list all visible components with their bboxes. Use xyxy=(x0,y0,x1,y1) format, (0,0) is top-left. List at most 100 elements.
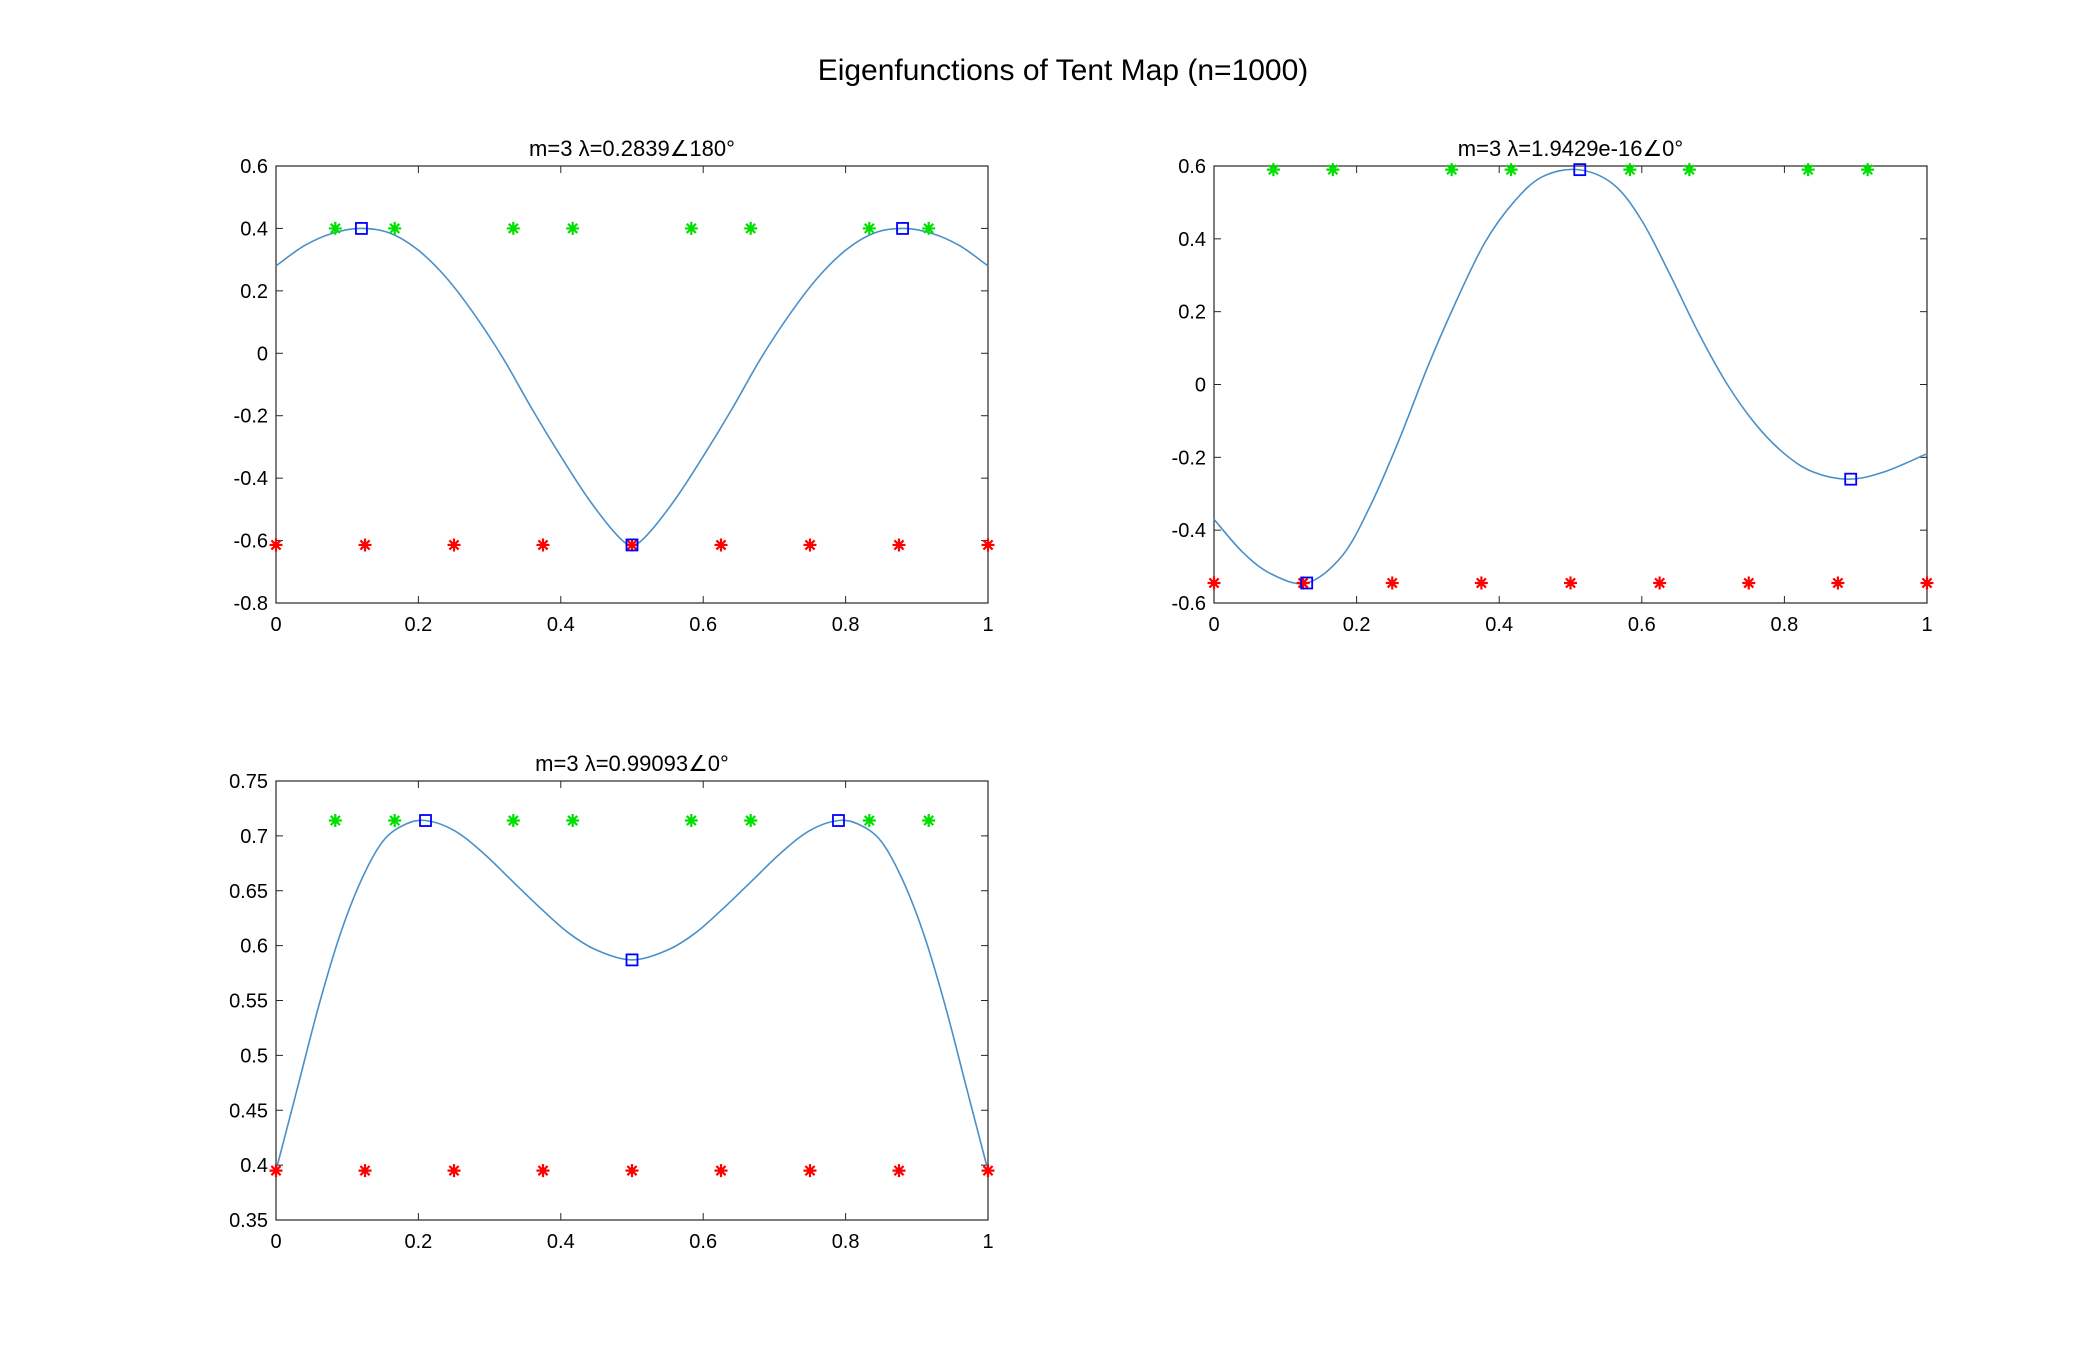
y-tick-label: 0.6 xyxy=(240,156,268,178)
y-tick-label: 0.4 xyxy=(240,218,268,240)
red-star-marker xyxy=(1564,576,1577,590)
subplot-1: m=3 λ=0.2839∠180° 0 0.2 0.4 0.6 0.8 1 -0.8 -0.6 -… xyxy=(234,136,995,636)
green-star-marker xyxy=(566,221,580,235)
subplot-title: m=3 λ=0.99093∠0° xyxy=(535,751,729,776)
green-star-marker xyxy=(1326,163,1340,177)
red-star-marker xyxy=(1920,576,1934,590)
red-star-marker xyxy=(803,538,817,552)
red-star-marker xyxy=(447,1164,461,1178)
red-star-marker xyxy=(1474,576,1488,590)
red-star-marker xyxy=(1385,576,1399,590)
green-star-marker xyxy=(1445,163,1459,177)
y-tick-label: 0 xyxy=(1195,375,1206,397)
subplot-title: m=3 λ=0.2839∠180° xyxy=(529,136,735,161)
x-tick-label: 0 xyxy=(270,1231,281,1253)
green-star-marker xyxy=(744,221,758,235)
x-tick-label: 0.4 xyxy=(1485,614,1513,636)
blue-square-marker xyxy=(1300,576,1314,590)
blue-square-marker xyxy=(896,222,909,235)
red-star-marker xyxy=(714,1164,728,1178)
y-tick-label: 0.75 xyxy=(229,771,268,793)
x-tick-label: 0.6 xyxy=(689,1231,717,1253)
blue-square-marker xyxy=(625,538,639,552)
x-tick-label: 0.8 xyxy=(832,1231,860,1253)
red-star-marker xyxy=(625,1164,639,1178)
red-star-marker xyxy=(981,1164,995,1178)
green-star-marker xyxy=(506,814,520,828)
y-tick-label: 0.65 xyxy=(229,881,268,903)
y-tick-label: 0.45 xyxy=(229,1100,268,1122)
eigenfunction-line xyxy=(275,819,989,1171)
green-star-marker xyxy=(388,814,402,828)
y-tick-label: 0 xyxy=(257,343,268,365)
blue-square-marker xyxy=(1573,163,1587,177)
green-star-marker xyxy=(1504,163,1518,177)
y-tick-label: -0.4 xyxy=(1172,520,1206,542)
y-tick-label: -0.2 xyxy=(1172,447,1206,469)
green-star-marker xyxy=(328,814,342,828)
y-tick-label: 0.4 xyxy=(240,1155,268,1177)
y-tick-label: 0.2 xyxy=(240,281,268,303)
red-star-marker xyxy=(1207,576,1221,590)
y-tick-label: 0.2 xyxy=(1178,302,1206,324)
red-star-marker xyxy=(892,538,906,552)
eigenfunction-line xyxy=(1213,168,1928,585)
subplot-title: m=3 λ=1.9429e-16∠0° xyxy=(1458,136,1683,161)
red-star-marker xyxy=(1653,576,1667,590)
green-star-marker xyxy=(922,814,936,828)
y-tick-label: -0.6 xyxy=(1172,593,1206,615)
y-tick-label: 0.35 xyxy=(229,1210,268,1232)
subplots: m=3 λ=0.2839∠180° 0 0.2 0.4 0.6 0.8 1 -0.8 -0.6 -… xyxy=(229,136,1934,1253)
y-tick-label: 0.6 xyxy=(1178,156,1206,178)
figure-title: Eigenfunctions of Tent Map (n=1000) xyxy=(818,54,1309,87)
subplot-3: m=3 λ=0.99093∠0° 0 0.2 0.4 0.6 0.8 1 0.35 0.4 0.4… xyxy=(229,751,995,1253)
red-star-marker xyxy=(1296,576,1310,590)
y-tick-label: -0.2 xyxy=(234,406,268,428)
red-star-marker xyxy=(625,538,639,552)
green-star-marker xyxy=(922,221,936,235)
x-tick-label: 0.6 xyxy=(1628,614,1656,636)
y-tick-label: 0.55 xyxy=(229,991,268,1013)
green-star-marker xyxy=(1266,163,1280,177)
axes-box xyxy=(1213,165,1928,604)
y-tick-label: -0.4 xyxy=(234,468,268,490)
red-star-marker xyxy=(358,538,372,552)
green-star-marker xyxy=(1623,163,1637,177)
green-star-marker xyxy=(506,221,520,235)
green-star-marker xyxy=(1801,163,1815,177)
red-star-marker xyxy=(892,1164,906,1178)
x-tick-label: 0.2 xyxy=(404,614,432,636)
blue-square-marker xyxy=(419,814,432,827)
red-star-marker xyxy=(447,538,461,552)
x-tick-label: 0.4 xyxy=(547,614,575,636)
x-tick-label: 1 xyxy=(1921,614,1932,636)
x-tick-label: 0.2 xyxy=(404,1231,432,1253)
x-tick-label: 0 xyxy=(1208,614,1219,636)
axes-box xyxy=(275,780,989,1221)
x-tick-label: 0.4 xyxy=(547,1231,575,1253)
green-star-marker xyxy=(862,221,876,235)
green-star-marker xyxy=(388,221,402,235)
red-star-marker xyxy=(269,538,283,552)
x-tick-label: 0.6 xyxy=(689,614,717,636)
green-star-marker xyxy=(862,814,876,828)
x-tick-label: 1 xyxy=(982,1231,993,1253)
blue-square-marker xyxy=(832,814,845,827)
y-tick-label: 0.6 xyxy=(240,936,268,958)
red-star-marker xyxy=(1742,576,1756,590)
subplot-2: m=3 λ=1.9429e-16∠0° 0 0.2 0.4 0.6 0.8 1 -0.6 -0.… xyxy=(1172,136,1934,636)
red-star-marker xyxy=(358,1164,372,1178)
red-star-marker xyxy=(269,1164,283,1178)
green-star-marker xyxy=(1682,163,1696,177)
red-star-marker xyxy=(536,1164,550,1178)
green-star-marker xyxy=(744,814,758,828)
green-star-marker xyxy=(1861,163,1875,177)
y-tick-label: -0.8 xyxy=(234,593,268,615)
red-star-marker xyxy=(714,538,728,552)
x-tick-label: 0.2 xyxy=(1343,614,1371,636)
y-tick-label: 0.4 xyxy=(1178,229,1206,251)
red-star-marker xyxy=(981,538,995,552)
green-star-marker xyxy=(328,221,342,235)
red-star-marker xyxy=(1831,576,1845,590)
